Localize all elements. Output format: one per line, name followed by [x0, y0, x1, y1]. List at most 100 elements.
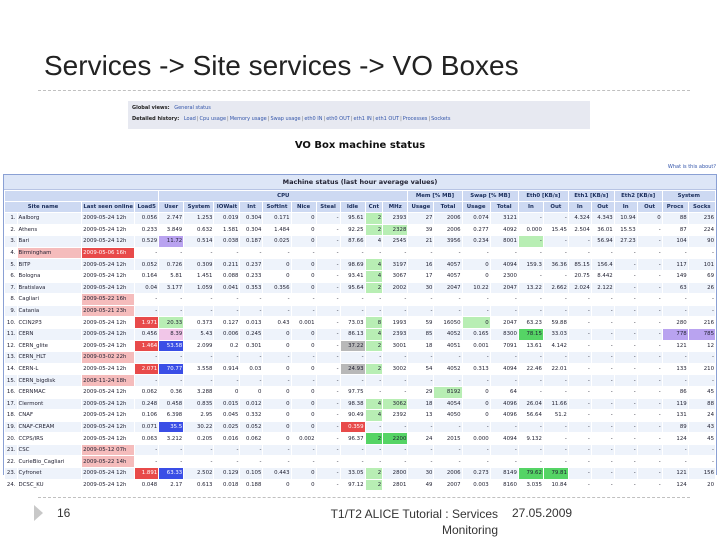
site-name-cell[interactable]: CERNMAC: [16, 385, 83, 399]
table-row[interactable]: 8. Cagliari 2009-05-22 16h - - - - - - - - - - - - - - - -…: [4, 293, 717, 306]
column-header[interactable]: In: [567, 201, 592, 213]
value-cell: -: [590, 385, 615, 399]
history-link[interactable]: Load: [183, 116, 196, 122]
column-header[interactable]: Last seen online: [81, 201, 136, 213]
table-row[interactable]: 23. Cyfronet 2009-05-24 12h 1.891 63.33 2.502…: [4, 467, 717, 480]
value-cell: -: [290, 443, 317, 457]
column-header[interactable]: Out: [590, 201, 615, 213]
table-row[interactable]: 7. Bratislava 2009-05-24 12h 0.04 3.177 1.059…: [4, 281, 717, 295]
group-header: Mem [% MB]: [407, 190, 463, 202]
table-row[interactable]: 16. CERNMAC 2009-05-24 12h 0.062 0.36 3.288 0 0…: [4, 385, 717, 399]
value-cell: 2: [364, 212, 384, 225]
table-row[interactable]: 2. Athens 2009-05-24 12h 0.233 3.849 0.632 1.5…: [4, 223, 717, 237]
site-name-cell[interactable]: CNAF-CREAM: [16, 420, 83, 434]
value-cell: 20.33: [158, 316, 185, 329]
table-row[interactable]: 3. Bari 2009-05-24 12h 0.529 11.72 0.514 0.038…: [4, 235, 717, 248]
column-header[interactable]: In: [613, 201, 638, 213]
history-link[interactable]: Cpu usage: [199, 116, 227, 122]
value-cell: 0.048: [134, 478, 160, 492]
column-header[interactable]: Total: [433, 201, 463, 213]
site-name-cell[interactable]: Cyfronet: [16, 467, 83, 480]
value-cell: -: [489, 293, 519, 306]
site-name-cell[interactable]: Bari: [16, 235, 83, 248]
table-row[interactable]: 24. DCSC_KU 2009-05-24 12h 0.048 2.17 0.613 0.…: [4, 478, 717, 492]
table-row[interactable]: 20. CCPS/IRS 2009-05-24 12h 0.063 3.212 0.205…: [4, 432, 717, 445]
site-name-cell[interactable]: Birmingham: [16, 246, 83, 260]
site-name-cell[interactable]: CNAF: [16, 409, 83, 422]
column-header[interactable]: User: [158, 201, 185, 213]
history-link[interactable]: eth0 OUT: [326, 116, 350, 122]
site-name-cell[interactable]: Catania: [16, 304, 83, 318]
value-cell: 2393: [382, 327, 409, 341]
history-link[interactable]: eth1 OUT: [375, 116, 400, 122]
table-row[interactable]: 10. CCIN2P3 2009-05-24 12h 1.971 20.33 0.373 0…: [4, 316, 717, 329]
history-link[interactable]: eth1 IN: [353, 116, 372, 122]
site-name-cell[interactable]: CERN-L: [16, 362, 83, 376]
site-name-cell[interactable]: CCIN2P3: [16, 316, 83, 329]
table-row[interactable]: 5. BITP 2009-05-24 12h 0.052 0.726 0.309 0.211…: [4, 258, 717, 271]
site-name-cell[interactable]: CERN_bigdisk: [16, 374, 83, 387]
table-row[interactable]: 1. Aalborg 2009-05-24 12h 0.056 2.747 1.253 0.…: [4, 212, 717, 225]
table-row[interactable]: 12. CERN_glite 2009-05-24 12h 1.464 53.58 2.0…: [4, 339, 717, 353]
site-name-cell[interactable]: Cagliari: [16, 293, 83, 306]
column-header[interactable]: SoftInt: [262, 201, 292, 213]
general-status-link[interactable]: General status: [174, 105, 211, 111]
column-header[interactable]: Usage: [407, 201, 435, 213]
column-header[interactable]: Int: [239, 201, 264, 213]
site-name-cell[interactable]: DCSC_KU: [16, 478, 83, 492]
column-header[interactable]: Out: [636, 201, 663, 213]
site-name-cell[interactable]: CERN_glite: [16, 339, 83, 353]
table-row[interactable]: 21. CSC 2009-05-12 07h - - - - - - - - - - - - - - - - - - - -…: [4, 443, 717, 457]
history-link[interactable]: Memory usage: [229, 116, 267, 122]
site-name-cell[interactable]: CSC: [16, 443, 83, 457]
table-row[interactable]: 18. CNAF 2009-05-24 12h 0.106 6.398 2.95 0.045…: [4, 409, 717, 422]
column-header[interactable]: Load5: [134, 201, 160, 213]
table-row[interactable]: 22. CurieBio_Cagliari 2009-05-22 14h - - - - - -…: [4, 455, 717, 469]
value-cell: 24: [407, 432, 435, 445]
value-cell: 0.188: [239, 478, 264, 492]
site-name-cell[interactable]: BITP: [16, 258, 83, 271]
site-name-cell[interactable]: CCPS/IRS: [16, 432, 83, 445]
table-row[interactable]: 17. Clermont 2009-05-24 12h 0.248 0.458 0.835…: [4, 397, 717, 411]
site-name-cell[interactable]: Aalborg: [16, 212, 83, 225]
table-row[interactable]: 9. Catania 2009-05-21 23h - - - - - - - - - - - - - - - - -…: [4, 304, 717, 318]
column-header[interactable]: IOWait: [213, 201, 241, 213]
table-row[interactable]: 4. Birmingham 2009-05-06 16h - - - - - - - - - - - - - -…: [4, 246, 717, 260]
column-header[interactable]: Procs: [661, 201, 689, 213]
column-header[interactable]: MHz: [382, 201, 409, 213]
site-name-cell[interactable]: CERN: [16, 327, 83, 341]
value-cell: 0.187: [239, 235, 264, 248]
column-header[interactable]: Out: [542, 201, 569, 213]
row-index-cell: 7.: [4, 281, 18, 295]
site-name-cell[interactable]: Bratislava: [16, 281, 83, 295]
site-name-cell[interactable]: CurieBio_Cagliari: [16, 455, 83, 469]
what-is-this-link[interactable]: What is this about?: [667, 164, 716, 170]
table-row[interactable]: 13. CERN_HLT 2009-03-02 22h - - - - - - - - - - - - - - -…: [4, 351, 717, 364]
site-name-cell[interactable]: Bologna: [16, 269, 83, 283]
table-row[interactable]: 11. CERN 2009-05-24 12h 0.456 8.39 5.43 0.006 0…: [4, 327, 717, 341]
column-header[interactable]: System: [183, 201, 215, 213]
table-row[interactable]: 14. CERN-L 2009-05-24 12h 2.071 70.77 3.558 0.…: [4, 362, 717, 376]
table-row[interactable]: 6. Bologna 2009-05-24 12h 0.164 5.81 1.451 0.0…: [4, 269, 717, 283]
column-header[interactable]: Idle: [339, 201, 366, 213]
history-link[interactable]: Swap usage: [270, 116, 301, 122]
column-header[interactable]: Socks: [687, 201, 717, 213]
row-index-cell: 15.: [4, 374, 18, 387]
site-name-cell[interactable]: CERN_HLT: [16, 351, 83, 364]
table-row[interactable]: 15. CERN_bigdisk 2008-11-24 18h - - - - - - - - - - -…: [4, 374, 717, 387]
column-header[interactable]: In: [517, 201, 544, 213]
column-header[interactable]: Usage: [461, 201, 491, 213]
table-row[interactable]: 19. CNAF-CREAM 2009-05-24 12h 0.071 35.5 30.2…: [4, 420, 717, 434]
site-name-cell[interactable]: Athens: [16, 223, 83, 237]
column-header[interactable]: Site name: [3, 201, 83, 213]
column-header[interactable]: Cnt: [364, 201, 384, 213]
value-cell: 16: [407, 258, 435, 271]
history-link[interactable]: Sockets: [431, 116, 451, 122]
history-link[interactable]: eth0 IN: [304, 116, 323, 122]
column-header[interactable]: Steal: [315, 201, 341, 213]
history-link[interactable]: Processes: [402, 116, 428, 122]
column-header[interactable]: Total: [489, 201, 519, 213]
column-header[interactable]: Nice: [290, 201, 317, 213]
group-header-row: CPU Mem [% MB] Swap [% MB] Eth0 [KB/s] Eth1 …: [3, 190, 717, 202]
site-name-cell[interactable]: Clermont: [16, 397, 83, 411]
